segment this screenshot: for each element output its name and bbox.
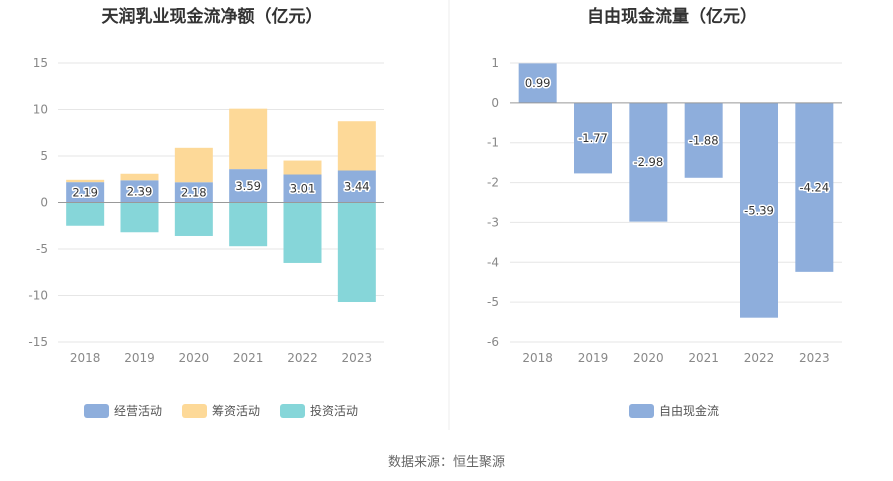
y-tick-label: 15: [33, 56, 48, 70]
data-label: 2.39: [127, 184, 153, 198]
chart-title: 天润乳业现金流净额（亿元）: [102, 6, 323, 27]
x-tick-label: 2021: [688, 351, 719, 365]
bar-3: [174, 202, 213, 236]
data-label: 3.44: [344, 180, 370, 194]
bar-3: [229, 202, 268, 247]
x-tick-label: 2020: [179, 351, 210, 365]
data-label: 2.19: [72, 185, 98, 199]
y-tick-label: 10: [33, 103, 48, 117]
legend-label: 经营活动: [114, 404, 162, 418]
legend-swatch: [84, 404, 109, 418]
legend-swatch: [629, 404, 654, 418]
legend-label: 筹资活动: [212, 404, 260, 418]
legend-swatch: [182, 404, 207, 418]
bar-1: [66, 182, 105, 203]
source-caption: 数据来源：恒生聚源: [388, 455, 505, 470]
y-tick-label: -3: [487, 215, 499, 229]
bar-3: [66, 202, 105, 226]
x-tick-label: 2018: [522, 351, 553, 365]
x-tick-label: 2020: [633, 351, 664, 365]
data-label: -1.88: [689, 133, 719, 147]
y-tick-label: 5: [40, 149, 48, 163]
data-label: -4.24: [799, 180, 829, 194]
x-tick-label: 2019: [124, 351, 155, 365]
legend-swatch: [280, 404, 305, 418]
y-tick-label: -1: [487, 136, 499, 150]
bar-1: [574, 102, 612, 174]
y-tick-label: 0: [491, 96, 499, 110]
x-tick-label: 2019: [578, 351, 609, 365]
bar-2: [283, 160, 322, 175]
y-tick-label: -6: [487, 335, 499, 349]
y-tick-label: -5: [487, 295, 499, 309]
chart-title: 自由现金流量（亿元）: [587, 6, 757, 27]
x-tick-label: 2022: [744, 351, 775, 365]
cash-flow-chart: 天润乳业现金流净额（亿元） 15 10 5 0 -5 -10 -15 2018 2019 2020 2…: [28, 6, 384, 418]
bar-1: [518, 63, 557, 103]
data-label: -1.77: [578, 131, 608, 145]
data-label: 0.99: [525, 76, 551, 90]
x-tick-label: 2021: [233, 351, 264, 365]
bar-1: [283, 174, 322, 203]
bar-1: [740, 102, 778, 318]
y-tick-label: -10: [28, 289, 48, 303]
bar-2: [229, 108, 268, 170]
bar-2: [337, 121, 376, 171]
bar-1: [229, 169, 268, 203]
legend-label: 投资活动: [310, 403, 358, 418]
y-tick-label: 0: [40, 196, 48, 210]
data-label: 2.18: [181, 185, 207, 199]
x-tick-label: 2023: [342, 351, 373, 365]
bar-2: [66, 179, 105, 183]
bar-1: [120, 180, 159, 203]
x-tick-label: 2023: [799, 351, 830, 365]
bar-1: [174, 182, 213, 203]
data-label: -5.39: [744, 203, 774, 217]
x-tick-label: 2018: [70, 351, 101, 365]
y-tick-label: -5: [36, 242, 48, 256]
data-label: -2.98: [633, 155, 663, 169]
bar-3: [337, 202, 376, 303]
legend-label: 自由现金流: [659, 403, 719, 418]
bar-1: [795, 102, 834, 272]
bar-1: [684, 102, 723, 178]
y-tick-label: -15: [28, 335, 48, 349]
bar-2: [120, 173, 159, 181]
x-tick-label: 2022: [287, 351, 318, 365]
free-cash-flow-chart: 自由现金流量（亿元） 1 0 -1 -2 -3 -4 -5 -6 2018 2019 2020 2021…: [487, 6, 842, 418]
y-tick-label: 1: [491, 56, 499, 70]
bar-1: [337, 170, 376, 203]
data-label: 3.01: [290, 182, 316, 196]
bar-2: [174, 147, 213, 183]
data-label: 3.59: [235, 179, 261, 193]
bar-3: [120, 202, 159, 233]
y-tick-label: -4: [487, 255, 499, 269]
bar-1: [629, 102, 668, 222]
y-tick-label: -2: [487, 176, 499, 190]
bar-3: [283, 202, 322, 263]
